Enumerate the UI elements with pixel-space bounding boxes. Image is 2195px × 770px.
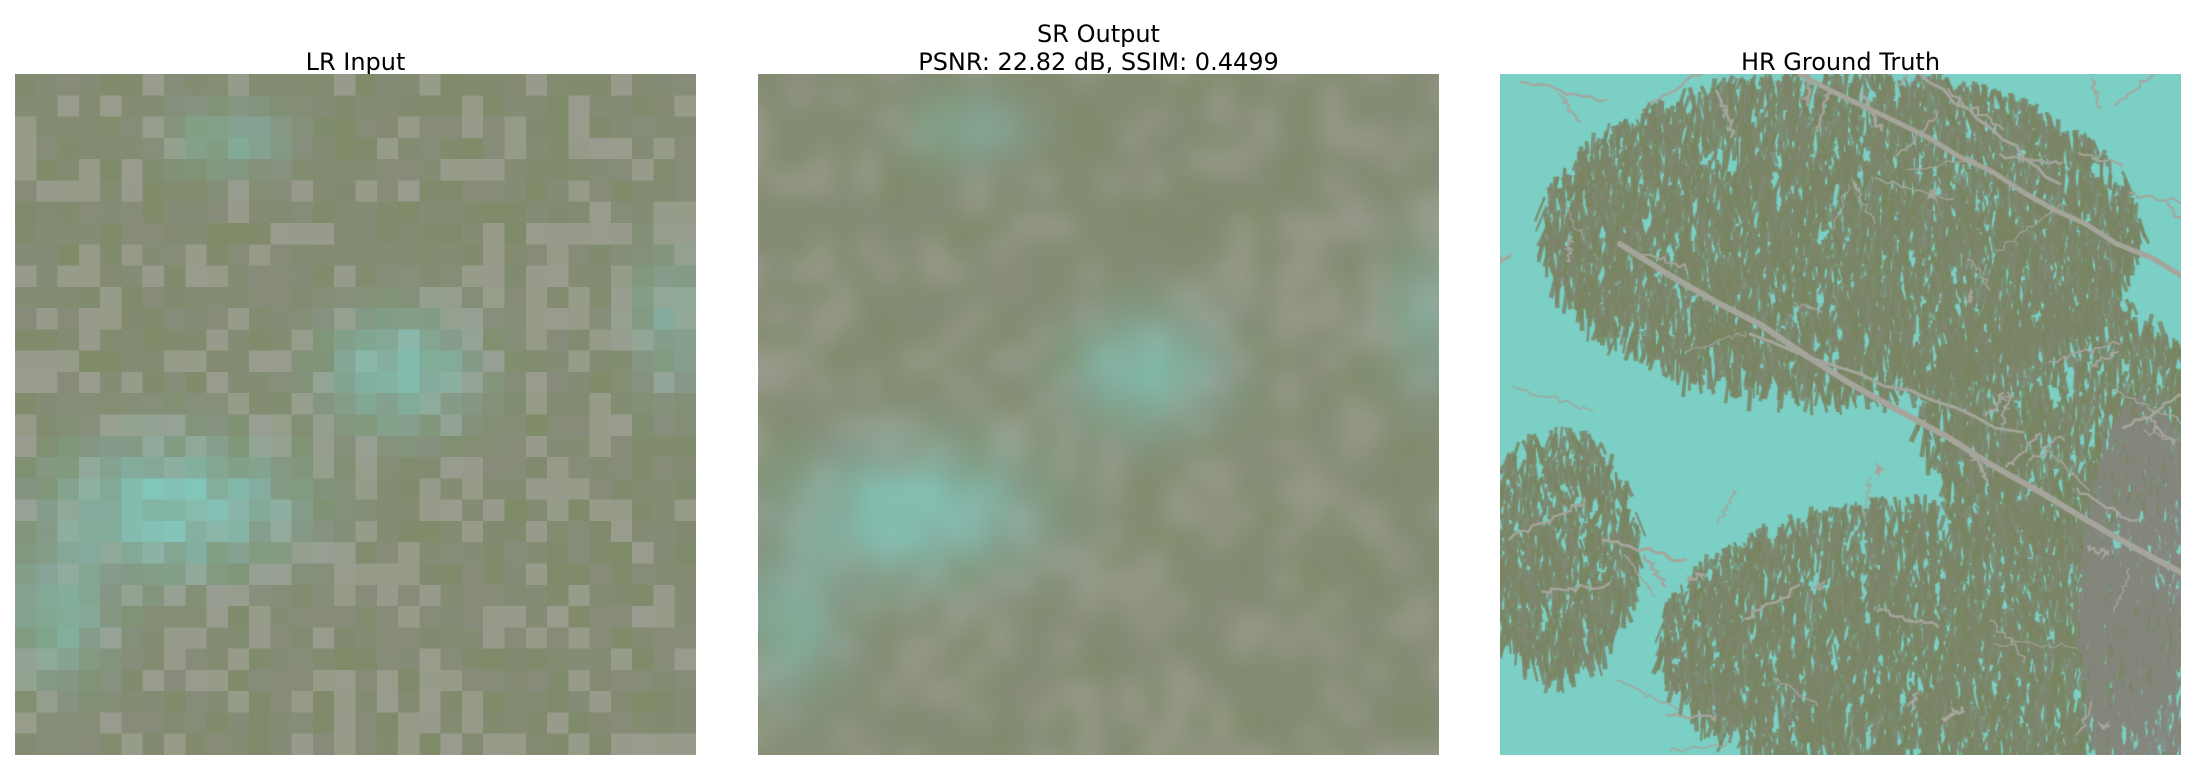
lr-input-image <box>15 74 696 755</box>
lr-input-canvas <box>15 74 696 755</box>
lr-input-panel: LR Input <box>15 0 696 770</box>
hr-ground-truth-title: HR Ground Truth <box>1500 48 2181 76</box>
sr-output-title: SR Output PSNR: 22.82 dB, SSIM: 0.4499 <box>758 20 1439 76</box>
sr-output-canvas <box>758 74 1439 755</box>
hr-ground-truth-panel: HR Ground Truth <box>1500 0 2181 770</box>
lr-input-title: LR Input <box>15 48 696 76</box>
lr-input-title-line: LR Input <box>305 48 406 76</box>
sr-output-metrics: PSNR: 22.82 dB, SSIM: 0.4499 <box>918 48 1279 76</box>
hr-ground-truth-title-line: HR Ground Truth <box>1740 48 1941 76</box>
hr-ground-truth-canvas <box>1500 74 2181 755</box>
sr-output-title-line: SR Output <box>1037 20 1160 48</box>
sr-output-panel: SR Output PSNR: 22.82 dB, SSIM: 0.4499 <box>758 0 1439 770</box>
hr-ground-truth-image <box>1500 74 2181 755</box>
sr-output-image <box>758 74 1439 755</box>
